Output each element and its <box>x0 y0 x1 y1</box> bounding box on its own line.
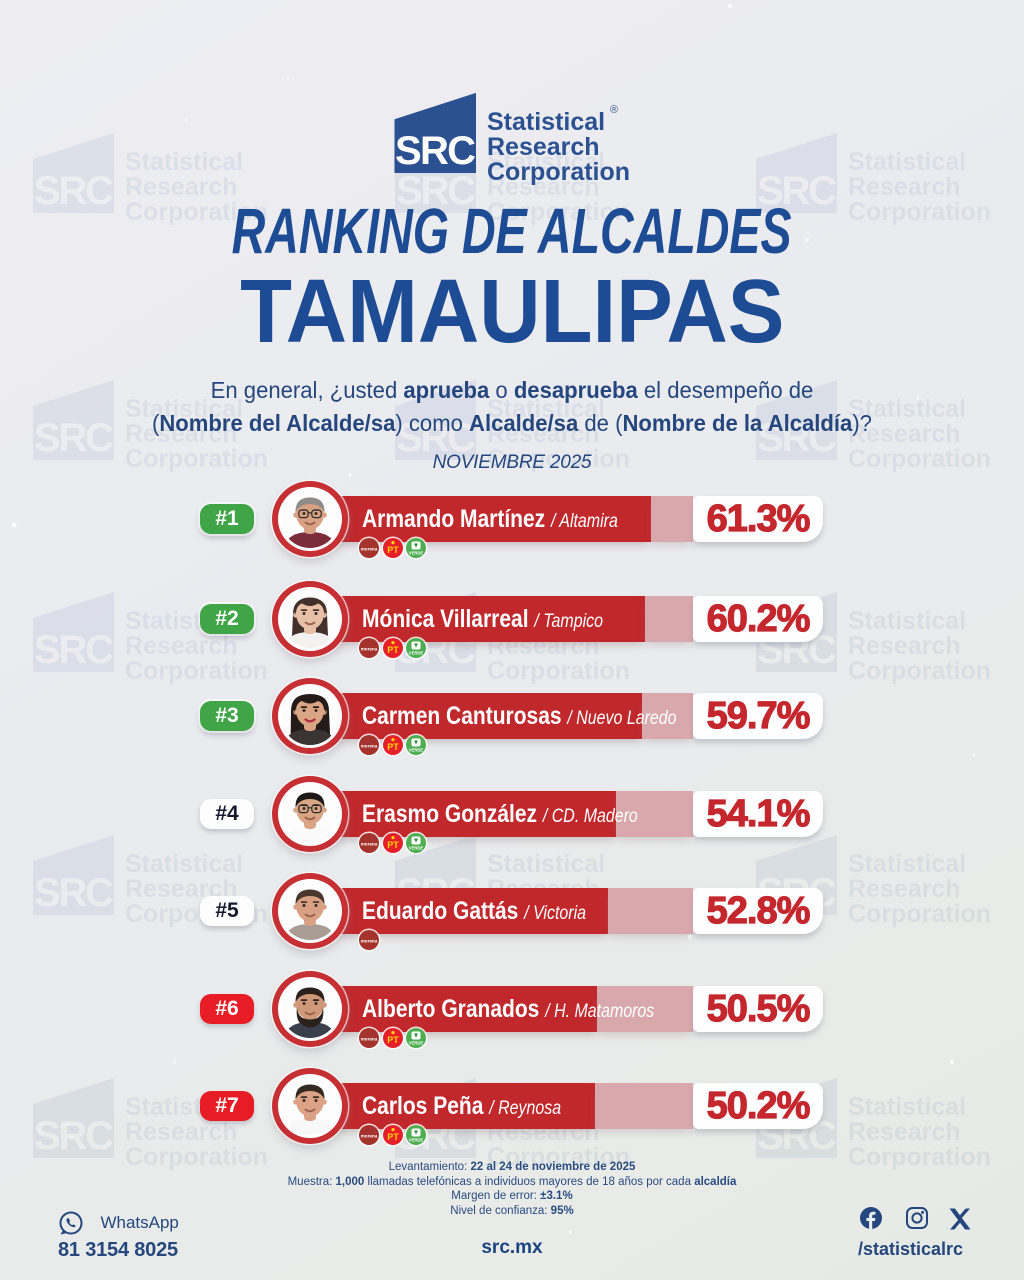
svg-text:PT: PT <box>387 840 399 850</box>
svg-text:PT: PT <box>387 545 399 555</box>
svg-text:®: ® <box>610 104 618 116</box>
svg-text:Research: Research <box>487 133 600 161</box>
svg-text:PT: PT <box>387 645 399 655</box>
svg-text:morena: morena <box>361 1037 378 1042</box>
svg-text:VERDE: VERDE <box>409 1041 424 1046</box>
svg-text:Corporation: Corporation <box>487 158 630 186</box>
svg-text:VERDE: VERDE <box>409 651 424 656</box>
svg-text:VERDE: VERDE <box>409 1138 424 1143</box>
svg-text:morena: morena <box>361 647 378 652</box>
svg-text:Statistical: Statistical <box>487 108 605 136</box>
svg-text:SRC: SRC <box>395 129 476 173</box>
svg-text:morena: morena <box>361 547 378 552</box>
svg-text:morena: morena <box>361 939 378 944</box>
svg-text:PT: PT <box>387 742 399 752</box>
svg-text:PT: PT <box>387 1035 399 1045</box>
svg-text:PT: PT <box>387 1132 399 1142</box>
svg-text:VERDE: VERDE <box>409 846 424 851</box>
svg-text:VERDE: VERDE <box>409 748 424 753</box>
svg-text:morena: morena <box>361 842 378 847</box>
svg-text:morena: morena <box>361 744 378 749</box>
svg-text:morena: morena <box>361 1134 378 1139</box>
svg-text:VERDE: VERDE <box>409 551 424 556</box>
